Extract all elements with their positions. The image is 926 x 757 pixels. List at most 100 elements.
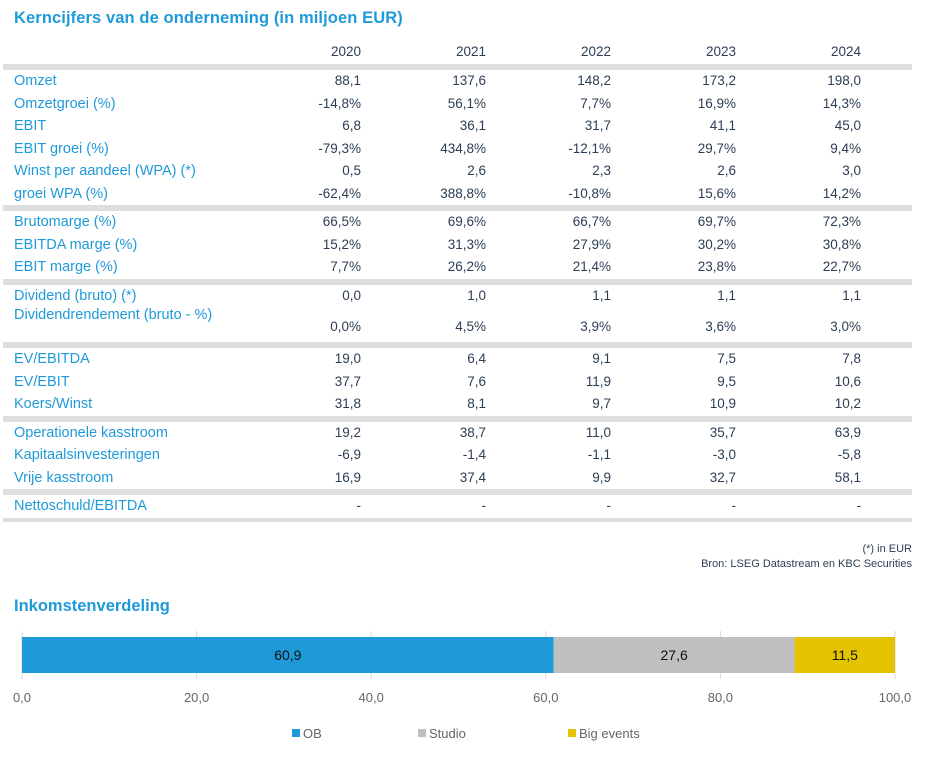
- x-tick-label: 80,0: [708, 690, 733, 705]
- row-value: 15,2%: [322, 236, 361, 252]
- row-label: Winst per aandeel (WPA) (*): [14, 163, 196, 179]
- table-row: Brutomarge (%) 66,5% 69,6% 66,7% 69,7% 72,3%: [3, 211, 912, 234]
- row-value: -14,8%: [318, 95, 361, 111]
- year-header: 2023: [705, 44, 736, 59]
- row-value: 69,7%: [697, 214, 736, 229]
- row-value: 9,9: [592, 469, 611, 485]
- row-value: 2,6: [717, 163, 736, 178]
- year-header: 2020: [330, 44, 361, 59]
- row-value: 9,4%: [830, 140, 861, 156]
- table-row: Dividendrendement (bruto - %) 0,0% 4,5% 3,9…: [3, 307, 912, 342]
- row-value: 16,9%: [697, 95, 736, 111]
- row-value: 88,1: [334, 73, 361, 88]
- table-row: EV/EBIT 37,7 7,6 11,9 9,5 10,6: [3, 371, 912, 394]
- row-value: 8,1: [467, 396, 486, 411]
- row-value: 30,8%: [822, 236, 861, 252]
- table-row: Winst per aandeel (WPA) (*) 0,5 2,6 2,3 2,6 3…: [3, 160, 912, 183]
- row-value: -6,9: [337, 447, 361, 462]
- row-value: -1,4: [462, 447, 486, 462]
- row-value: 11,0: [585, 424, 611, 440]
- row-value: 4,5%: [455, 319, 486, 334]
- row-value: -10,8%: [568, 185, 611, 201]
- row-value: 72,3%: [822, 214, 861, 229]
- table-header-row: 2020 2021 2022 2023 2024: [3, 40, 912, 64]
- row-value: 9,7: [592, 396, 611, 411]
- row-value: 10,2: [834, 396, 861, 411]
- row-value: -: [606, 498, 612, 513]
- row-value: 22,7%: [822, 259, 861, 274]
- legend-label: Studio: [429, 726, 466, 741]
- row-label: Dividendrendement (bruto - %): [14, 307, 213, 323]
- year-header: 2024: [830, 44, 861, 59]
- row-label: Brutomarge (%): [14, 214, 117, 230]
- row-value: 148,2: [577, 73, 611, 88]
- table-row: Kapitaalsinvesteringen -6,9 -1,4 -1,1 -3,0 -5…: [3, 444, 912, 467]
- table-row: Operationele kasstroom 19,2 38,7 11,0 35,7 63…: [3, 422, 912, 445]
- row-value: 14,2%: [822, 185, 861, 201]
- row-value: 19,0: [334, 351, 361, 366]
- row-value: 19,2: [334, 424, 361, 440]
- table-notes: (*) in EUR Bron: LSEG Datastream en KBC …: [701, 542, 912, 572]
- bar-segment-ob: [22, 637, 554, 673]
- row-value: 45,0: [834, 118, 861, 133]
- table-row: EBITDA marge (%) 15,2% 31,3% 27,9% 30,2% 30,8…: [3, 234, 912, 257]
- table-row: EBIT groei (%) -79,3% 434,8% -12,1% 29,7% 9,4…: [3, 138, 912, 161]
- row-value: 37,4: [459, 469, 486, 485]
- row-value: 31,8: [334, 396, 361, 411]
- row-label: Nettoschuld/EBITDA: [14, 498, 147, 514]
- chart-title: Inkomstenverdeling: [14, 597, 170, 615]
- row-value: 37,7: [334, 373, 361, 389]
- group-separator: [3, 205, 912, 211]
- row-label: EV/EBITDA: [14, 351, 90, 367]
- row-value: 7,6: [467, 373, 486, 389]
- key-figures-table: 2020 2021 2022 2023 2024 Omzet 88,1 137,6 1…: [3, 40, 912, 522]
- row-value: 14,3%: [822, 95, 861, 111]
- group-separator: [3, 342, 912, 348]
- x-tick-label: 0,0: [13, 690, 31, 705]
- row-value: 7,8: [842, 351, 861, 366]
- row-label: Operationele kasstroom: [14, 424, 168, 441]
- row-value: 7,7%: [580, 95, 611, 111]
- row-value: 3,9%: [580, 319, 611, 334]
- table-row: Omzetgroei (%) -14,8% 56,1% 7,7% 16,9% 14,3%: [3, 93, 912, 116]
- row-label: Dividend (bruto) (*): [14, 287, 137, 304]
- row-value: 35,7: [709, 424, 736, 440]
- table-row: Dividend (bruto) (*) 0,0 1,0 1,1 1,1 1,1: [3, 285, 912, 308]
- row-value: 3,6%: [705, 319, 736, 334]
- table-row: Koers/Winst 31,8 8,1 9,7 10,9 10,2: [3, 393, 912, 416]
- bar-segment-big-events: [794, 637, 895, 673]
- row-value: 56,1%: [447, 95, 486, 111]
- row-value: 30,2%: [697, 236, 736, 252]
- data-label: 11,5: [832, 647, 858, 663]
- bar-segment-studio: [553, 637, 795, 673]
- row-label: Vrije kasstroom: [14, 469, 114, 486]
- x-tick-label: 20,0: [184, 690, 209, 705]
- row-value: 0,5: [342, 163, 361, 178]
- row-value: 66,5%: [322, 214, 361, 229]
- x-tick-label: 100,0: [879, 690, 912, 705]
- revenue-split-chart: 60,9 27,6 11,5 0,0 20,0 40,0 60,0 80,0 100,0 OB St…: [13, 631, 912, 741]
- table-row: EBIT 6,8 36,1 31,7 41,1 45,0: [3, 115, 912, 138]
- row-value: -: [356, 498, 362, 513]
- row-value: -79,3%: [318, 140, 361, 156]
- row-label: EV/EBIT: [14, 373, 70, 390]
- row-value: 9,5: [717, 373, 736, 389]
- row-label: groei WPA (%): [14, 185, 109, 202]
- row-label: Omzet: [14, 73, 57, 89]
- table-row: EBIT marge (%) 7,7% 26,2% 21,4% 23,8% 22,7%: [3, 256, 912, 279]
- row-value: 198,0: [827, 73, 861, 88]
- row-label: Omzetgroei (%): [14, 95, 116, 112]
- row-value: 9,1: [592, 351, 611, 366]
- x-tick-label: 40,0: [359, 690, 384, 705]
- legend-swatch: [292, 729, 300, 737]
- row-label: Kapitaalsinvesteringen: [14, 447, 160, 463]
- year-header: 2022: [580, 44, 611, 59]
- row-value: 0,0: [342, 287, 361, 303]
- row-value: 2,6: [467, 163, 486, 178]
- row-value: 11,9: [585, 373, 611, 389]
- footnote: (*) in EUR: [862, 543, 912, 555]
- row-value: 10,6: [834, 373, 861, 389]
- group-separator: [3, 278, 912, 285]
- row-value: 1,1: [592, 287, 611, 303]
- data-label: 27,6: [661, 647, 688, 663]
